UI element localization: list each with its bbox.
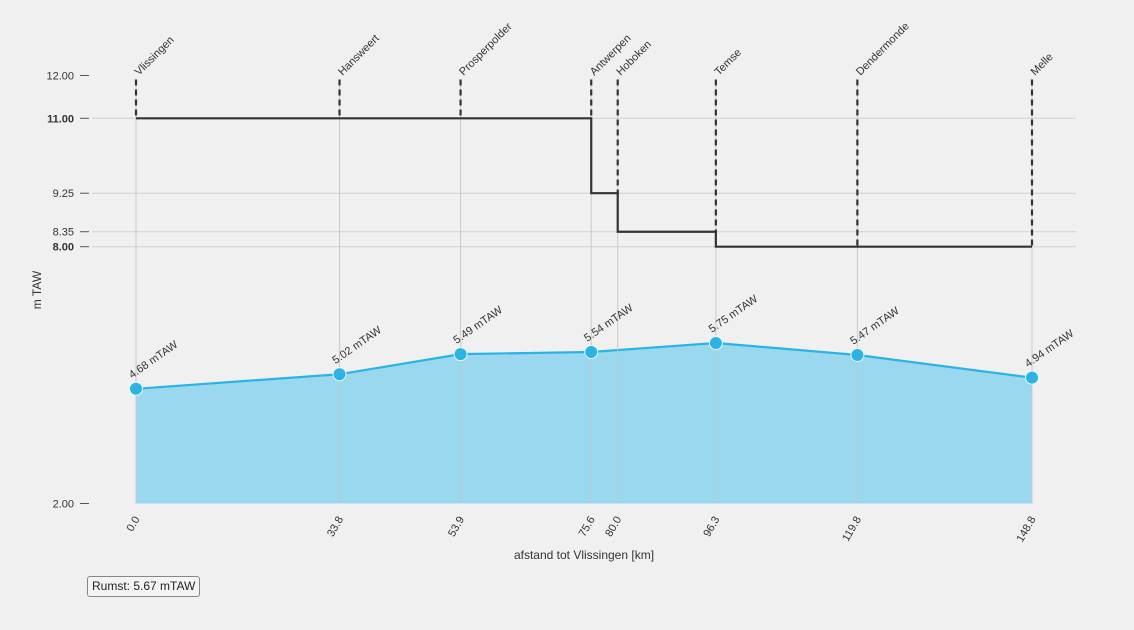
- station-name-label: Hansweert: [336, 32, 382, 78]
- station-name-label: Temse: [713, 47, 744, 78]
- dike-line: [136, 117, 1032, 248]
- water-level-value-label: 5.47 mTAW: [848, 305, 902, 348]
- water-level-point: [850, 347, 865, 362]
- y-tick-label: 8.00: [53, 242, 74, 254]
- water-level-point: [129, 381, 143, 396]
- x-tick-label: 80.0: [603, 515, 624, 540]
- water-level-value-label: 5.75 mTAW: [707, 293, 761, 336]
- x-axis-title: afstand tot Vlissingen [km]: [514, 548, 654, 562]
- station-name-label: Prosperpolder: [457, 21, 515, 79]
- station-labels: Vlissingen Hansweert Prosperpolder Antwerpe…: [133, 20, 1056, 78]
- x-tick-label: 96.3: [701, 515, 722, 540]
- water-level-point: [584, 344, 599, 359]
- y-tick-label: 8.35: [53, 227, 74, 239]
- legend-label: Rumst: 5.67 mTAW: [92, 579, 196, 593]
- water-level-point: [453, 347, 468, 362]
- y-axis-title: m TAW: [30, 270, 44, 309]
- y-axis: 12.00 11.00 9.25 8.35 8.00 2.00: [46, 71, 89, 511]
- x-axis: 0.0 33.8 53.9 75.6 80.0 96.3 119.8 148.8: [125, 515, 1039, 545]
- y-tick-label: 2.00: [53, 499, 74, 511]
- x-tick-label: 119.8: [840, 515, 864, 544]
- station-name-label: Melle: [1029, 51, 1056, 78]
- x-tick-label: 75.6: [577, 515, 598, 540]
- x-tick-label: 148.8: [1014, 515, 1038, 545]
- x-tick-label: 0.0: [125, 515, 143, 534]
- water-level-area: [135, 341, 1033, 504]
- water-level-value-label: 5.49 mTAW: [451, 304, 505, 347]
- x-tick-label: 33.8: [325, 515, 346, 540]
- y-tick-label: 9.25: [53, 188, 74, 200]
- water-level-value-label: 5.54 mTAW: [582, 302, 636, 345]
- water-level-value-label: 4.94 mTAW: [1023, 327, 1077, 370]
- dike-profile: [134, 79, 1034, 248]
- y-tick-label: 11.00: [47, 113, 74, 125]
- station-name-label: Vlissingen: [133, 34, 177, 78]
- water-level-point: [332, 367, 347, 382]
- water-level-point: [708, 336, 723, 350]
- gridlines: [92, 117, 1076, 248]
- water-level-fill: [136, 343, 1032, 504]
- station-name-label: Dendermonde: [854, 20, 912, 78]
- water-level-value-label: 5.02 mTAW: [330, 324, 384, 367]
- water-level-point: [1025, 370, 1039, 385]
- legend-box: Rumst: 5.67 mTAW: [87, 576, 201, 597]
- y-tick-label: 12.00: [46, 71, 74, 83]
- x-tick-label: 53.9: [446, 515, 467, 540]
- water-level-value-label: 4.68 mTAW: [127, 338, 181, 381]
